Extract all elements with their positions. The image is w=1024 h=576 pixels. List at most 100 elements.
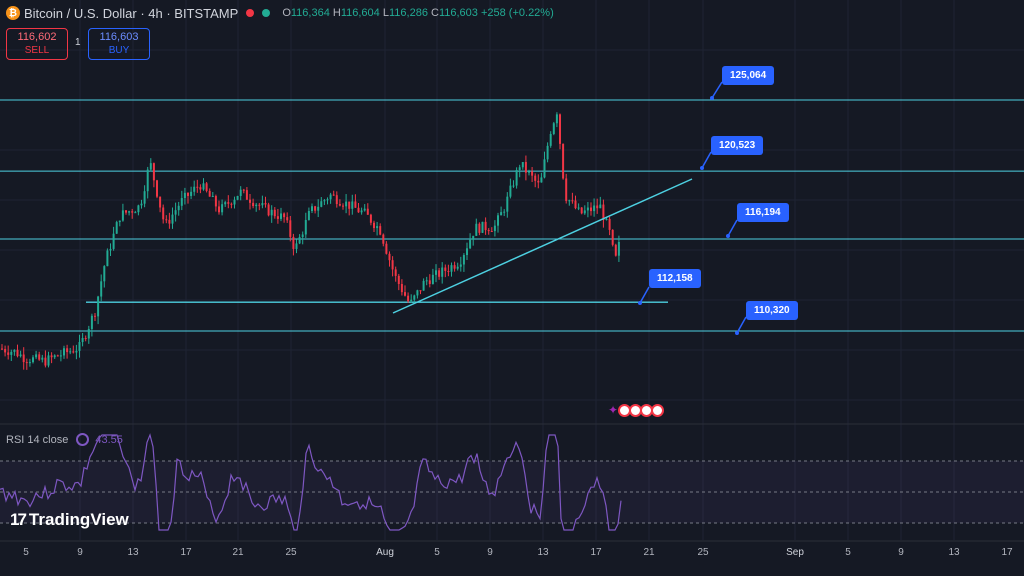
candle-body (410, 299, 413, 302)
candle-body (537, 180, 540, 183)
candle-body (94, 315, 96, 317)
level-callout-1[interactable]: 125,064 (722, 66, 775, 85)
candle-body (236, 195, 239, 200)
candle-body (472, 235, 475, 240)
candle-body (218, 206, 220, 213)
candle-body (118, 220, 121, 223)
candle-body (289, 220, 292, 237)
candle-body (90, 315, 93, 329)
level-callout-2[interactable]: 120,523 (711, 136, 764, 155)
candle-body (84, 338, 87, 340)
candle-body (413, 295, 416, 300)
candle-body (109, 248, 112, 251)
candle-body (438, 270, 441, 277)
candle-body (493, 225, 496, 232)
candle-body (320, 201, 323, 207)
sell-label: SELL (24, 45, 50, 56)
market-status-icon[interactable] (262, 9, 271, 17)
candle-body (28, 362, 31, 364)
candle-body (202, 183, 205, 190)
candle-body (351, 201, 354, 209)
high-value: 116,604 (340, 7, 380, 19)
loading-icon (76, 433, 90, 446)
candle-body (162, 207, 165, 220)
level-callout-4[interactable]: 112,158 (649, 269, 701, 288)
candle-body (565, 178, 568, 201)
callout-anchor (710, 96, 714, 100)
candle-body (165, 219, 168, 221)
candle-body (373, 222, 375, 229)
candle-body (25, 362, 28, 364)
rising-trendline (392, 178, 693, 314)
candle-body (75, 350, 78, 353)
buy-button[interactable]: 116,603 BUY (88, 28, 150, 60)
level-callout-5[interactable]: 110,320 (746, 301, 798, 320)
candle-body (503, 211, 506, 213)
candle-body (10, 351, 13, 355)
candle-body (518, 167, 521, 171)
candle-body (168, 219, 171, 224)
candle-body (466, 248, 468, 256)
candle-body (97, 296, 100, 317)
x-tick: 17 (180, 547, 192, 558)
candle-body (159, 196, 162, 208)
candle-body (47, 355, 50, 366)
candle-body (590, 207, 592, 212)
candle-body (239, 189, 242, 196)
candle-body (183, 192, 186, 198)
candle-body (332, 194, 335, 196)
logo-text: TradingView (28, 510, 129, 529)
candle-body (540, 177, 543, 183)
candle-body (506, 196, 509, 212)
change-value: +258 (+0.22%) (480, 7, 554, 19)
sparkle-icon: ✦ (608, 403, 619, 417)
rsi-label: RSI 14 close (6, 433, 69, 446)
x-tick: 17 (590, 547, 602, 558)
level-callout-3[interactable]: 116,194 (737, 203, 789, 222)
candle-body (484, 221, 487, 231)
rsi-legend[interactable]: RSI 14 close 43.55 (6, 433, 123, 446)
tradingview-logo[interactable]: 17 TradingView (10, 510, 129, 530)
candle-body (78, 342, 81, 351)
candle-body (404, 292, 406, 296)
candle-body (326, 199, 329, 201)
candle-body (242, 189, 245, 191)
candle-body (115, 222, 118, 234)
candle-body (599, 204, 602, 209)
symbol-title[interactable]: Bitcoin / U.S. Dollar · 4h · BITSTAMP (24, 5, 239, 21)
open-value: 116,364 (290, 7, 330, 19)
candle-body (441, 267, 444, 277)
candle-body (174, 210, 177, 215)
candle-body (602, 204, 605, 220)
time-axis[interactable]: 5 9 13 17 21 25 Aug 5 9 13 17 21 25 Sep … (0, 544, 1024, 564)
sell-button[interactable]: 116,602 SELL (6, 28, 68, 60)
candle-body (13, 349, 16, 352)
candle-body (258, 204, 261, 206)
candle-body (475, 223, 478, 236)
candle-body (481, 221, 484, 233)
x-tick: Sep (786, 547, 804, 558)
candle-body (549, 133, 552, 146)
candle-body (596, 205, 599, 209)
candle-body (586, 207, 589, 211)
candle-body (574, 200, 577, 209)
us-flag-icon[interactable] (651, 403, 665, 417)
candle-body (35, 354, 38, 358)
x-tick: 21 (643, 547, 655, 558)
candle-body (199, 187, 202, 190)
candles-layer (1, 112, 620, 370)
candle-body (555, 114, 558, 124)
candle-body (227, 202, 230, 204)
candle-body (348, 201, 351, 209)
candle-body (453, 265, 456, 269)
economic-events[interactable]: ✦ (608, 403, 665, 417)
candle-body (531, 171, 534, 176)
symbol-header[interactable]: ₿ Bitcoin / U.S. Dollar · 4h · BITSTAMP … (6, 4, 554, 22)
candle-body (543, 159, 546, 178)
candle-body (19, 354, 22, 357)
candle-body (497, 215, 499, 226)
market-closed-icon[interactable] (246, 9, 255, 17)
candle-body (379, 226, 382, 235)
candle-body (552, 123, 555, 134)
